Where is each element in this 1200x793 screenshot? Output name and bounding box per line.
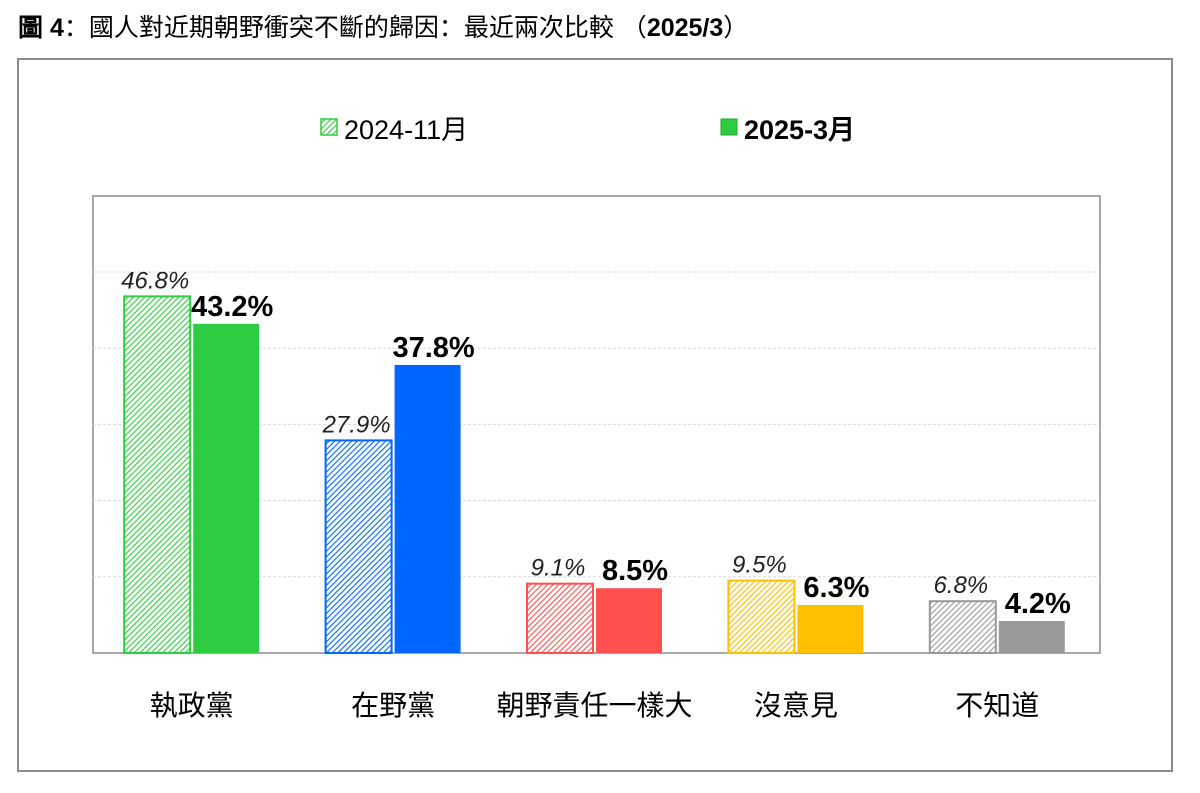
bar-prev-4	[727, 579, 796, 654]
bar-prev-5	[928, 600, 997, 655]
bar-curr-1	[193, 323, 260, 653]
bar-prev-2	[324, 439, 393, 655]
category-label-5: 不知道	[955, 689, 1040, 722]
label-prev-4: 9.5%	[732, 552, 787, 579]
label-curr-2: 37.8%	[392, 332, 474, 364]
bar-curr-3	[596, 588, 662, 653]
bar-curr-5	[998, 620, 1065, 653]
label-prev-3: 9.1%	[531, 555, 586, 582]
legend-label-curr: 2025-3月	[744, 114, 856, 145]
category-label-1: 執政黨	[149, 689, 234, 722]
label-prev-2: 27.9%	[322, 411, 391, 438]
legend-item-curr: 2025-3月	[720, 110, 856, 145]
title-suffix: ）	[723, 13, 749, 42]
label-prev-1: 46.8%	[121, 267, 189, 294]
legend-label-prev: 2024-11月	[344, 114, 469, 145]
legend-item-prev: 2024-11月	[320, 110, 469, 145]
label-curr-1: 43.2%	[191, 291, 273, 323]
figure-number: 圖 4	[18, 14, 64, 42]
category-label-4: 沒意見	[753, 689, 838, 722]
category-label-2: 在野黨	[351, 689, 436, 722]
bar-curr-4	[797, 604, 864, 653]
chart-title: 圖 4：國人對近期朝野衝突不斷的歸因：最近兩次比較 （2025/3）	[18, 8, 748, 44]
chart-frame	[17, 58, 1173, 772]
bar-prev-1	[123, 295, 192, 654]
bar-prev-3	[526, 582, 594, 655]
title-date: 2025/3	[646, 14, 724, 42]
label-prev-5: 6.8%	[933, 572, 988, 599]
legend-swatch-hatched	[320, 118, 338, 136]
label-curr-3: 8.5%	[602, 555, 668, 587]
title-text: ：國人對近期朝野衝突不斷的歸因：最近兩次比較 （	[63, 13, 647, 42]
legend-swatch-solid	[720, 118, 738, 136]
label-curr-5: 4.2%	[1005, 588, 1071, 620]
label-curr-4: 6.3%	[803, 572, 869, 604]
bar-curr-2	[394, 364, 461, 653]
category-label-3: 朝野責任一樣大	[496, 689, 693, 722]
